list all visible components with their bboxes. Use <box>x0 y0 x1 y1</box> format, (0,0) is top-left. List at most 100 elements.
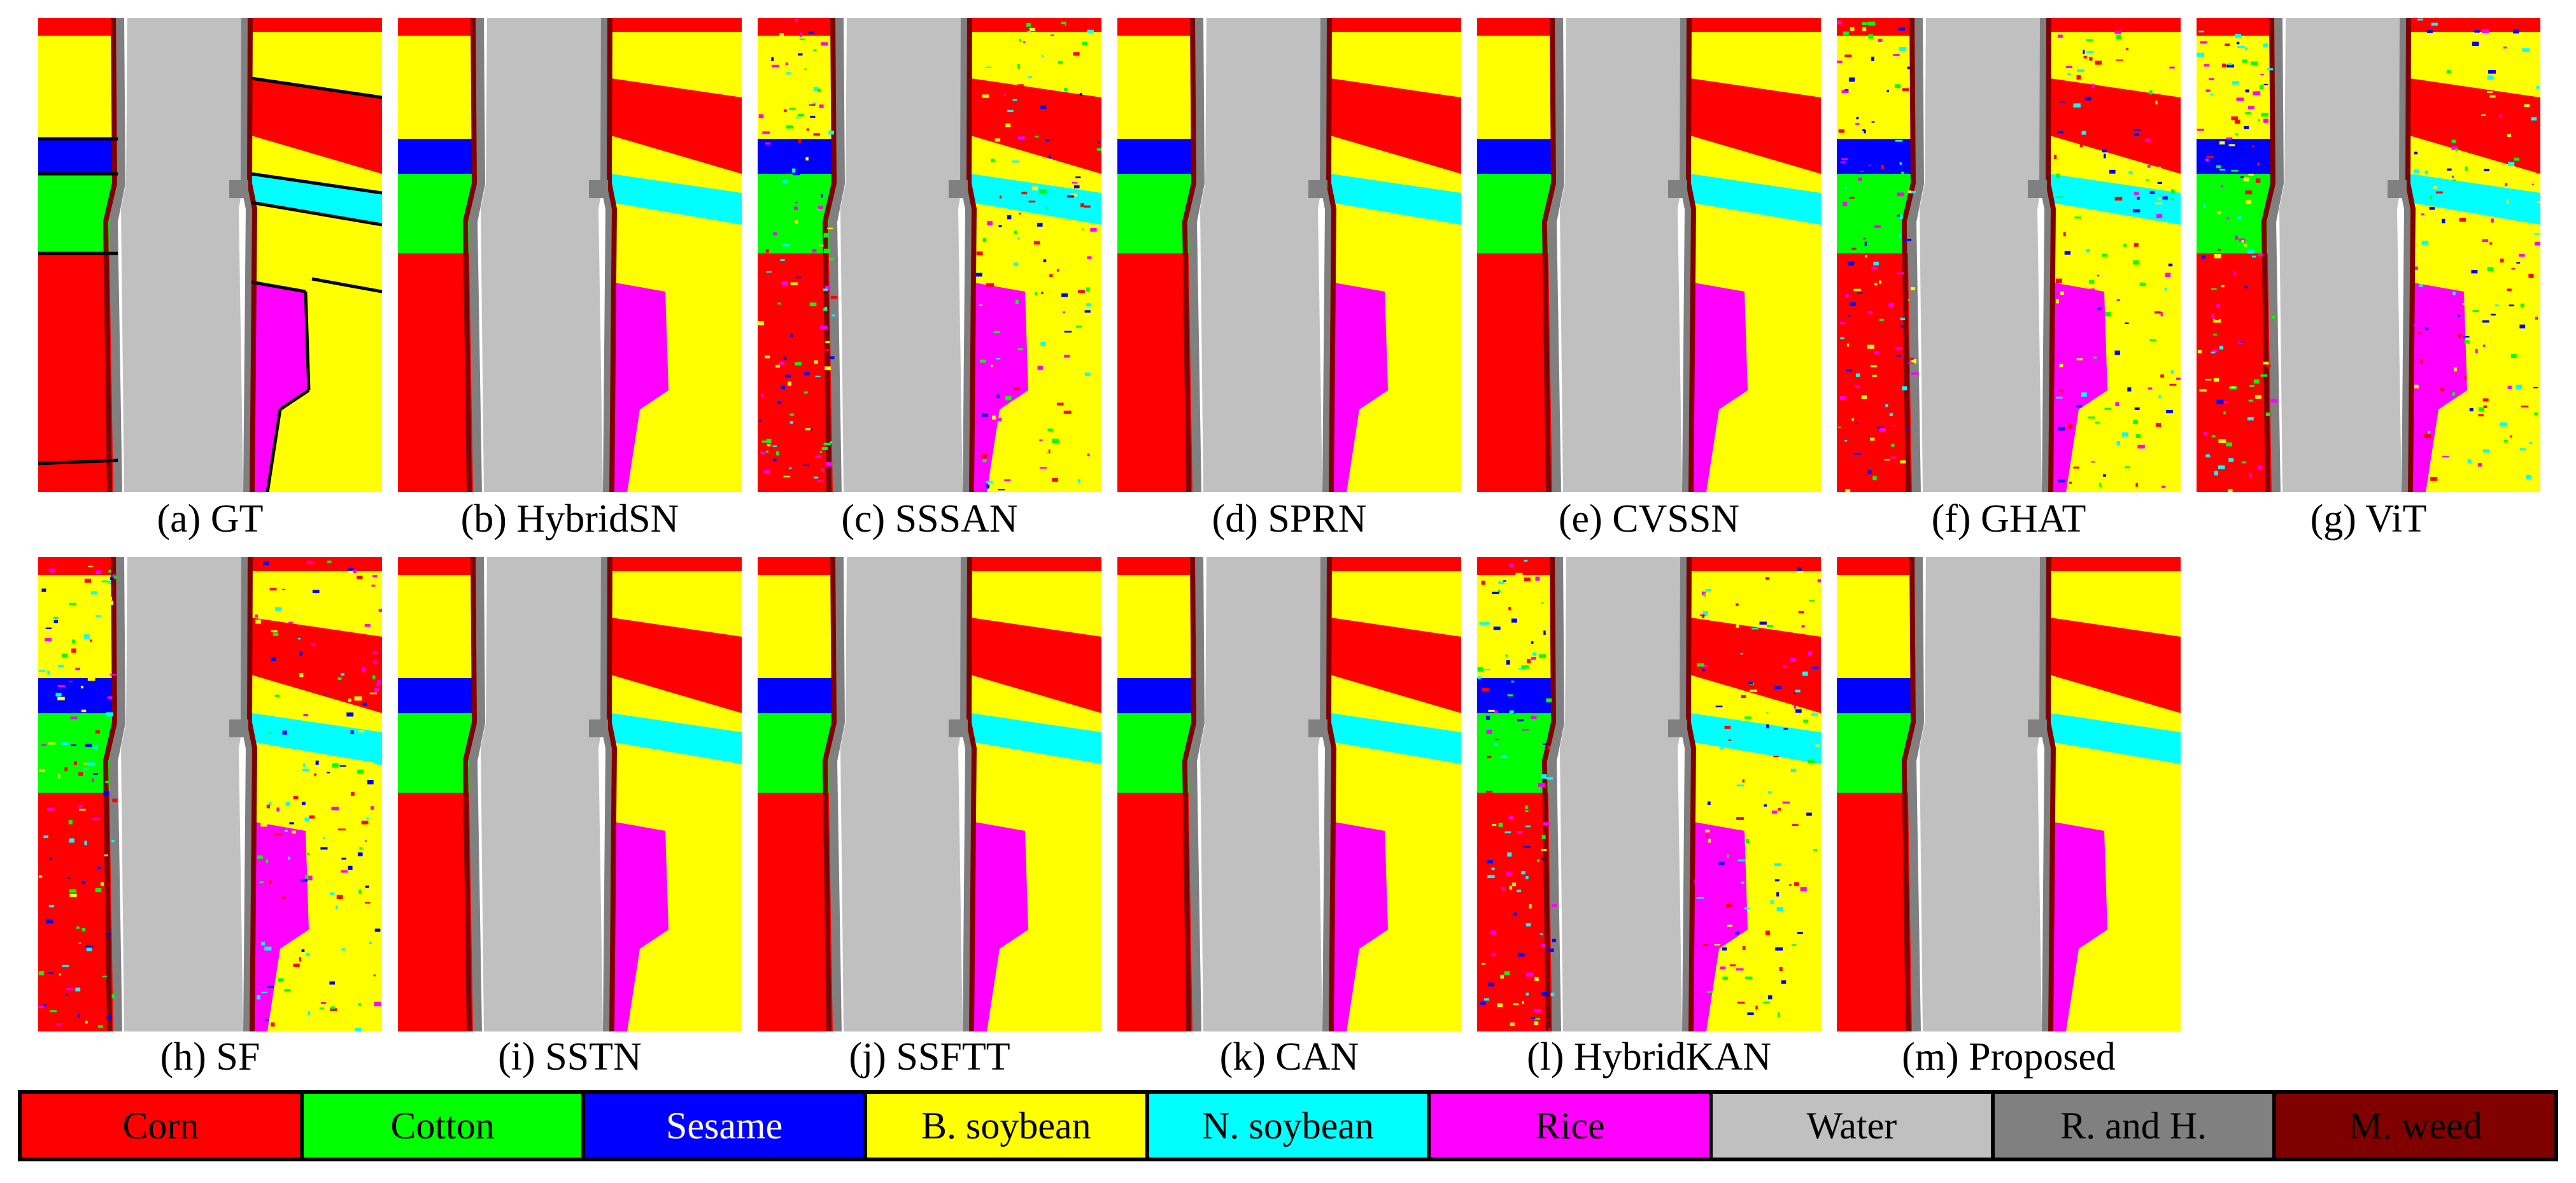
misclassified-pixel <box>2134 407 2140 410</box>
misclassified-pixel <box>2261 132 2265 136</box>
misclassified-pixel <box>818 206 823 209</box>
misclassified-pixel <box>2489 95 2496 98</box>
misclassified-pixel <box>341 672 344 676</box>
misclassified-pixel <box>1862 22 1868 25</box>
misclassified-pixel <box>103 791 110 796</box>
misclassified-pixel <box>2255 395 2261 399</box>
misclassified-pixel <box>2472 310 2479 312</box>
misclassified-pixel <box>373 660 377 664</box>
gt-boundary-line <box>251 201 382 227</box>
misclassified-pixel <box>779 33 784 38</box>
misclassified-pixel <box>766 439 772 443</box>
misclassified-pixel <box>375 684 380 686</box>
misclassified-pixel <box>1856 117 1859 120</box>
misclassified-pixel <box>257 995 261 1000</box>
misclassified-pixel <box>1801 625 1805 628</box>
misclassified-pixel <box>68 819 73 825</box>
misclassified-pixel <box>2533 351 2540 354</box>
misclassified-pixel <box>1811 713 1818 716</box>
misclassified-pixel <box>1746 839 1749 844</box>
misclassified-pixel <box>348 567 354 571</box>
misclassified-pixel <box>1759 621 1767 625</box>
classification-map-image <box>1837 557 2181 1031</box>
field-corn-top-left <box>1837 18 1916 36</box>
misclassified-pixel <box>1053 270 1061 274</box>
misclassified-pixel <box>2499 114 2502 118</box>
misclassified-pixel <box>81 881 85 884</box>
misclassified-pixel <box>2090 53 2094 57</box>
misclassified-pixel <box>57 685 66 688</box>
misclassified-pixel <box>830 295 838 299</box>
misclassified-pixel <box>361 880 365 882</box>
misclassified-pixel <box>2421 241 2429 245</box>
misclassified-pixel <box>2228 144 2235 146</box>
misclassified-pixel <box>2524 104 2530 107</box>
misclassified-pixel <box>1794 882 1799 886</box>
misclassified-pixel <box>2227 471 2232 473</box>
field-corn-right <box>971 618 1101 713</box>
misclassified-pixel <box>1724 725 1731 729</box>
misclassified-pixel <box>1511 681 1515 683</box>
misclassified-pixel <box>261 942 265 946</box>
misclassified-pixel <box>2447 168 2452 171</box>
misclassified-pixel <box>2125 216 2127 219</box>
misclassified-pixel <box>2118 297 2122 299</box>
misclassified-pixel <box>1492 824 1497 826</box>
misclassified-pixel <box>766 271 772 273</box>
misclassified-pixel <box>2231 169 2239 172</box>
misclassified-pixel <box>1034 260 1040 264</box>
misclassified-pixel <box>282 730 287 735</box>
misclassified-pixel <box>1722 947 1727 951</box>
classification-map-panel <box>1117 18 1461 492</box>
misclassified-pixel <box>1871 266 1878 269</box>
field-sesame <box>1477 678 1557 713</box>
misclassified-pixel <box>302 802 306 805</box>
misclassified-pixel <box>1870 365 1877 367</box>
misclassified-pixel <box>986 481 993 483</box>
misclassified-pixel <box>1521 729 1529 731</box>
misclassified-pixel <box>2055 278 2062 283</box>
misclassified-pixel <box>1505 654 1508 657</box>
misclassified-pixel <box>992 415 996 420</box>
misclassified-pixel <box>2240 145 2248 147</box>
misclassified-pixel <box>773 232 777 236</box>
misclassified-pixel <box>1865 41 1871 46</box>
misclassified-pixel <box>1021 192 1028 195</box>
legend-item: Corn <box>22 1094 304 1158</box>
misclassified-pixel <box>1774 686 1782 690</box>
misclassified-pixel <box>809 104 816 106</box>
misclassified-pixel <box>2209 452 2212 457</box>
misclassified-pixel <box>782 180 788 183</box>
misclassified-pixel <box>1745 976 1753 979</box>
misclassified-pixel <box>330 892 335 895</box>
misclassified-pixel <box>1843 201 1848 206</box>
misclassified-pixel <box>90 591 97 595</box>
misclassified-pixel <box>255 614 258 618</box>
misclassified-pixel <box>761 393 763 397</box>
misclassified-pixel <box>1851 418 1854 421</box>
misclassified-pixel <box>1723 976 1728 980</box>
misclassified-pixel <box>2228 458 2234 462</box>
misclassified-pixel <box>759 411 767 415</box>
misclassified-pixel <box>1517 889 1522 893</box>
misclassified-pixel <box>288 710 291 713</box>
misclassified-pixel <box>773 458 777 462</box>
misclassified-pixel <box>2248 173 2254 176</box>
misclassified-pixel <box>1525 972 1534 977</box>
misclassified-pixel <box>1503 580 1506 582</box>
misclassified-pixel <box>271 630 278 633</box>
field-rice <box>2050 821 2107 1031</box>
misclassified-pixel <box>982 94 989 98</box>
misclassified-pixel <box>2537 201 2540 203</box>
misclassified-pixel <box>808 31 815 34</box>
misclassified-pixel <box>1493 795 1501 799</box>
misclassified-pixel <box>1493 742 1497 745</box>
river-water <box>1560 557 1682 1031</box>
misclassified-pixel <box>1061 293 1068 297</box>
misclassified-pixel <box>2219 346 2224 350</box>
misclassified-pixel <box>2073 466 2079 469</box>
misclassified-pixel <box>303 714 308 716</box>
misclassified-pixel <box>2134 192 2139 195</box>
misclassified-pixel <box>2104 407 2111 410</box>
misclassified-pixel <box>2076 404 2082 407</box>
